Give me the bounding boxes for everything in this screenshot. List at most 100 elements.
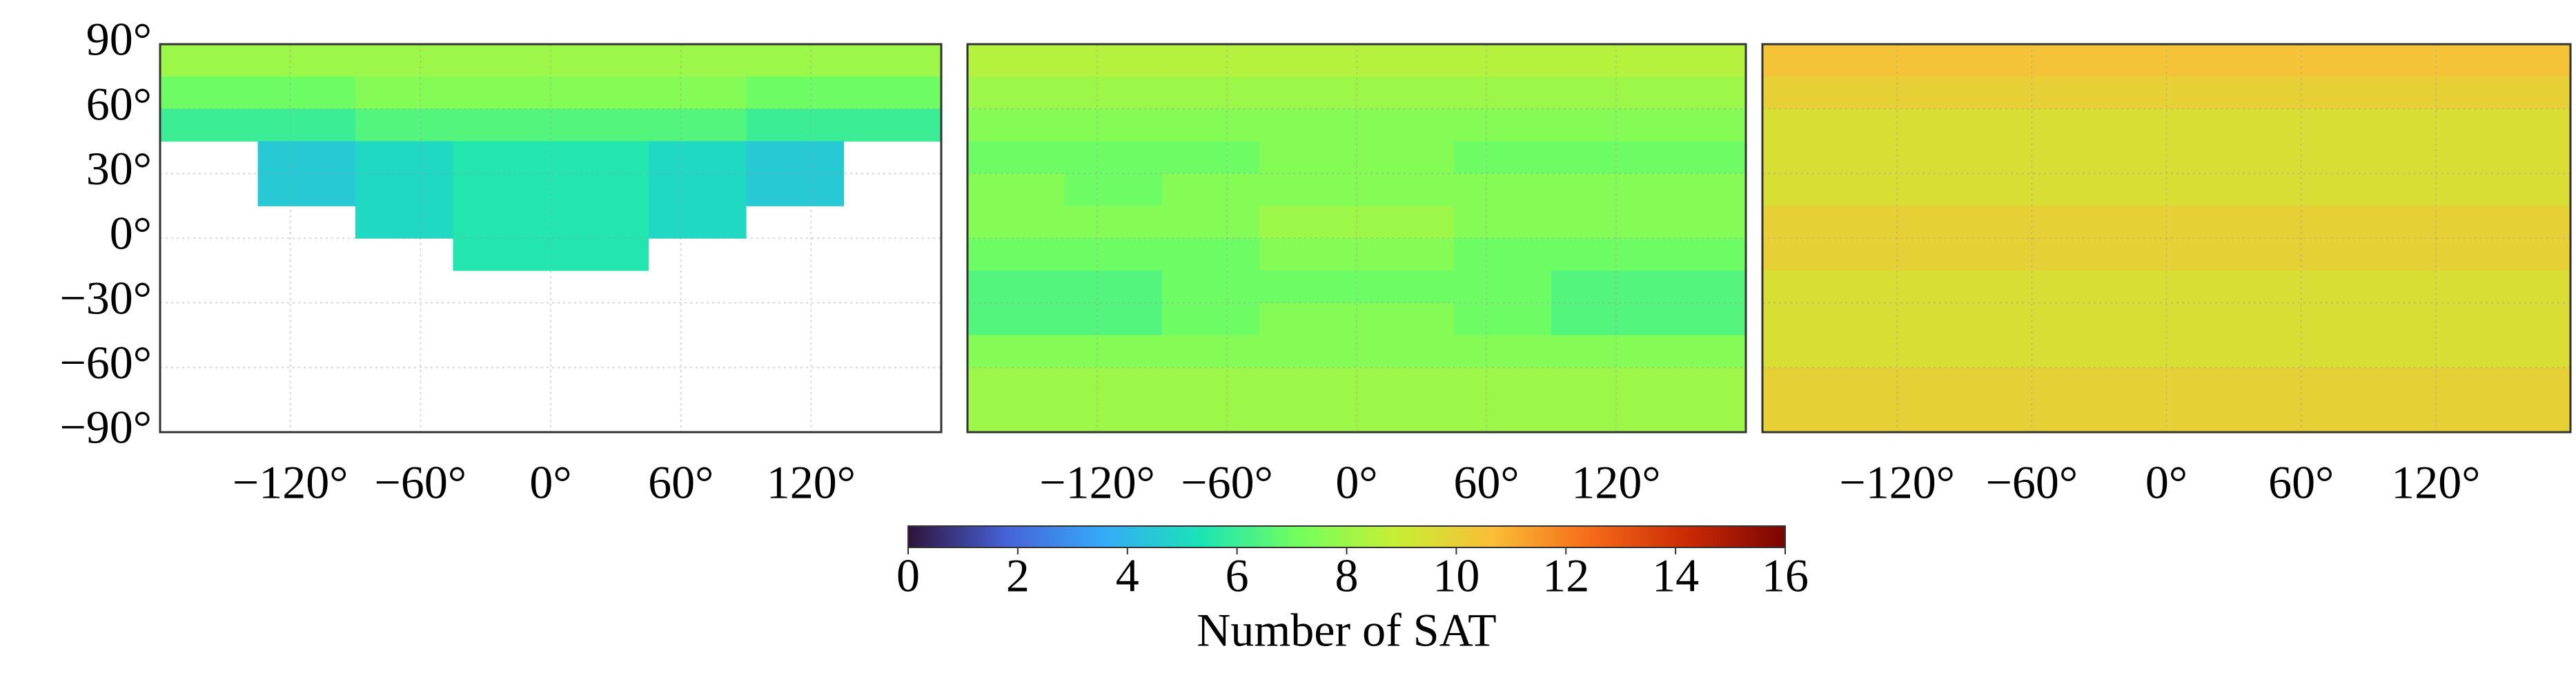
heat-cell [1259, 76, 1357, 110]
heat-cell [1357, 270, 1455, 304]
x-tick-label: −60° [1181, 456, 1273, 509]
heat-cell [1551, 367, 1649, 400]
heat-cell [1863, 367, 1965, 400]
heat-cell [1964, 44, 2066, 77]
heat-cell [2166, 173, 2268, 206]
heat-cell [1863, 141, 1965, 174]
heat-cell [967, 302, 1065, 336]
heat-cell [257, 141, 356, 174]
heat-cell [1357, 141, 1455, 174]
heat-cell [2469, 44, 2571, 77]
heat-cell [1964, 302, 2066, 336]
heat-cell [1762, 367, 1864, 400]
map-frame [966, 43, 1747, 434]
y-tick-label: 60° [86, 77, 152, 130]
heat-cell [1357, 367, 1455, 400]
heat-cell [1259, 302, 1357, 336]
heat-cell [1357, 206, 1455, 239]
heat-cell [1065, 302, 1163, 336]
heat-cell [648, 108, 747, 142]
heat-cell [1454, 44, 1552, 77]
heat-cell [648, 141, 747, 174]
heat-cell [2267, 76, 2369, 110]
heat-cell [355, 173, 454, 206]
heat-cell [1259, 44, 1357, 77]
heat-cell [843, 44, 942, 77]
heat-cell [1649, 335, 1747, 368]
heat-cell [1065, 367, 1163, 400]
x-tick-label: 0° [1335, 456, 1377, 509]
heat-cell [2368, 206, 2470, 239]
heat-cell [1259, 206, 1357, 239]
heat-cell [2368, 173, 2470, 206]
heat-cell [1762, 141, 1864, 174]
heat-cell [1649, 400, 1747, 433]
heat-cell [2065, 302, 2167, 336]
colorbar [907, 525, 1786, 548]
heat-cell [1551, 206, 1649, 239]
heat-cell [1863, 173, 1965, 206]
heat-cell [1162, 238, 1260, 271]
heat-cell [257, 108, 356, 142]
heat-cell [1551, 141, 1649, 174]
heat-cell [2368, 400, 2470, 433]
heat-cell [2368, 108, 2470, 142]
colorbar-tick-label: 4 [1116, 550, 1139, 602]
heat-cell [967, 270, 1065, 304]
colorbar-tick-label: 0 [896, 550, 920, 602]
y-tick-label: 90° [86, 13, 152, 66]
heat-cell [1649, 238, 1747, 271]
heat-cell [355, 76, 454, 110]
heat-cell [551, 173, 649, 206]
heat-cell [1065, 44, 1163, 77]
heat-cell [2267, 238, 2369, 271]
heat-cell [2065, 173, 2167, 206]
heat-cell [843, 108, 942, 142]
heat-cell [355, 206, 454, 239]
heat-cell [453, 141, 551, 174]
heat-cell [2065, 108, 2167, 142]
heat-cell [257, 173, 356, 206]
heat-cell [355, 108, 454, 142]
heat-cell [453, 238, 551, 271]
heat-cell [355, 44, 454, 77]
heat-cell [1762, 270, 1864, 304]
heat-cell [2065, 400, 2167, 433]
heat-cell [1259, 238, 1357, 271]
colorbar-tick-label: 14 [1652, 550, 1699, 602]
heat-cell [1762, 400, 1864, 433]
heat-cell [1454, 141, 1552, 174]
heat-cell [2065, 141, 2167, 174]
heat-cell [1065, 238, 1163, 271]
heat-cell [1162, 400, 1260, 433]
heat-cell [1863, 335, 1965, 368]
x-tick-label: 0° [529, 456, 571, 509]
heat-cell [1964, 335, 2066, 368]
heat-cell [1863, 302, 1965, 336]
heat-cell [1863, 76, 1965, 110]
colorbar-tick-label: 8 [1335, 550, 1359, 602]
y-tick-label: 30° [86, 142, 152, 195]
heat-cell [2166, 270, 2268, 304]
colorbar-tick-label: 2 [1006, 550, 1030, 602]
heat-cell [1762, 335, 1864, 368]
heat-cell [551, 76, 649, 110]
x-tick-label: 120° [1571, 456, 1660, 509]
heat-cell [1454, 335, 1552, 368]
heat-cell [1964, 270, 2066, 304]
heat-cell [1259, 400, 1357, 433]
heat-cell [1162, 206, 1260, 239]
heat-cell [1649, 44, 1747, 77]
heat-cell [967, 141, 1065, 174]
heat-cell [1357, 108, 1455, 142]
heat-cell [2267, 270, 2369, 304]
colorbar-label: Number of SAT [1197, 604, 1496, 657]
heat-cell [1259, 141, 1357, 174]
heat-cell [1649, 302, 1747, 336]
heat-cell [453, 206, 551, 239]
heat-cell [648, 206, 747, 239]
heat-cell [1649, 76, 1747, 110]
heat-cell [843, 76, 942, 110]
heat-cell [1551, 335, 1649, 368]
